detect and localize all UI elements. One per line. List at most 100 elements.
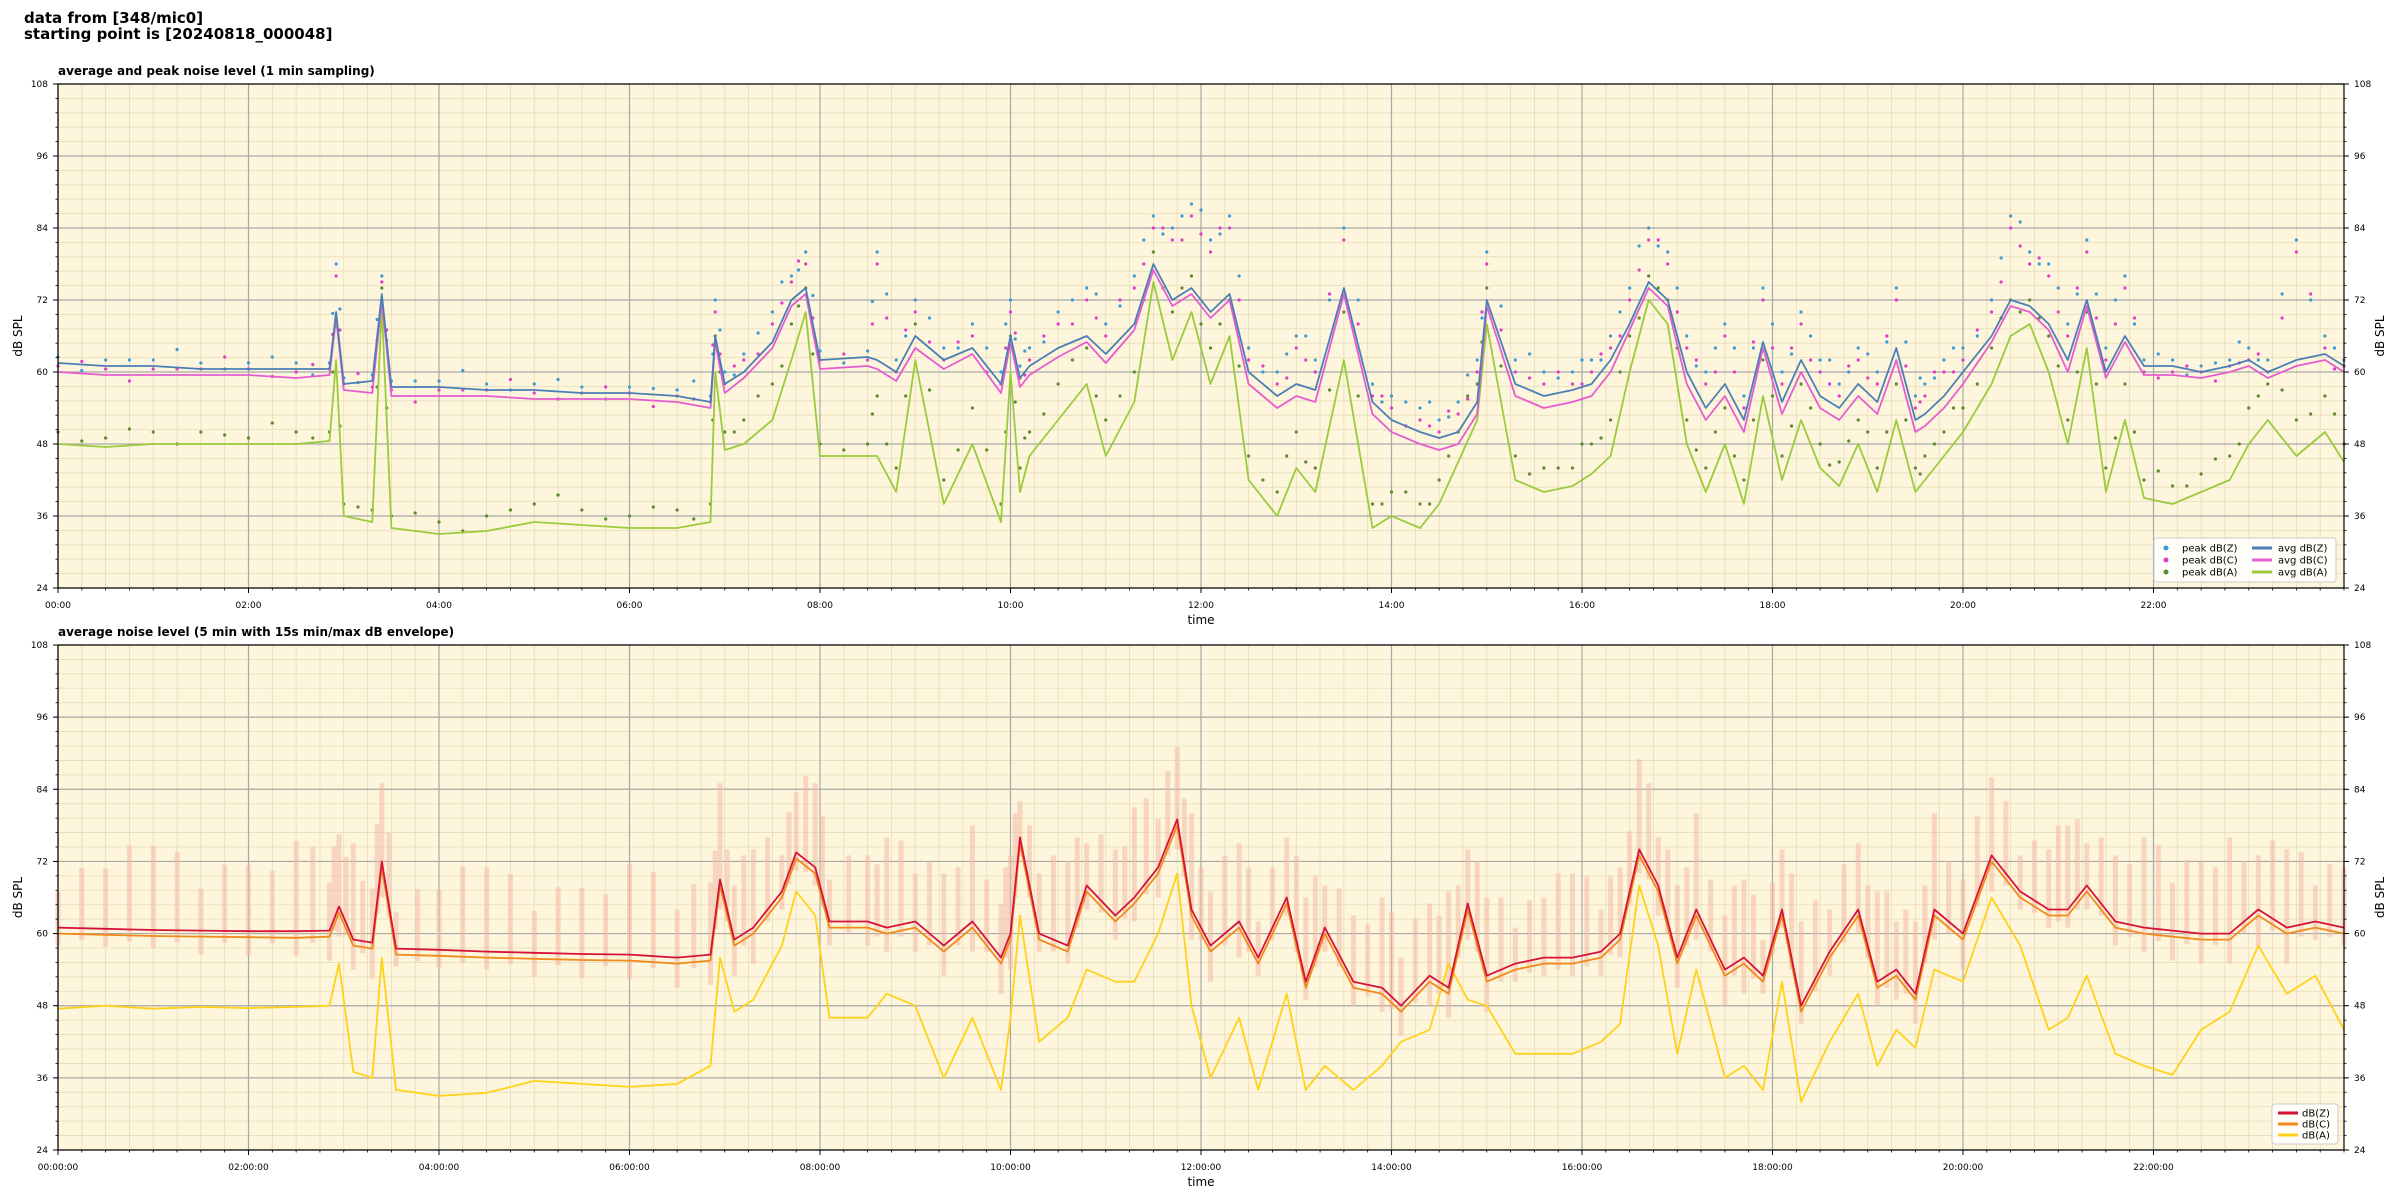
peak-point xyxy=(1542,466,1546,470)
peak-point xyxy=(2132,322,2137,326)
peak-point xyxy=(1275,370,1279,374)
peak-point xyxy=(1528,376,1532,380)
peak-point xyxy=(2237,442,2241,446)
peak-point xyxy=(127,379,132,383)
peak-point xyxy=(223,433,227,437)
peak-point xyxy=(1170,238,1175,242)
peak-point xyxy=(1556,466,1560,470)
peak-point xyxy=(1528,352,1532,356)
legend-label: dB(C) xyxy=(2302,1120,2330,1131)
peak-point xyxy=(2075,370,2079,374)
peak-point xyxy=(1556,370,1560,374)
peak-point xyxy=(1180,238,1184,242)
peak-point xyxy=(1809,334,1813,338)
peak-point xyxy=(1161,226,1165,230)
x-tick-label: 10:00:00 xyxy=(990,1163,1031,1173)
peak-point xyxy=(1951,346,1956,350)
peak-point xyxy=(927,340,932,344)
peak-point xyxy=(713,298,717,302)
legend-label: dB(A) xyxy=(2302,1131,2330,1142)
peak-point xyxy=(1013,331,1017,335)
peak-point xyxy=(913,298,917,302)
peak-point xyxy=(1437,418,1441,422)
y-tick-label: 36 xyxy=(37,512,49,522)
peak-point xyxy=(311,436,315,440)
peak-point xyxy=(1227,226,1232,230)
peak-point xyxy=(1761,298,1765,302)
y-tick-label: 96 xyxy=(37,152,49,162)
peak-point xyxy=(1485,262,1489,266)
peak-point xyxy=(1875,370,1879,374)
peak-point xyxy=(1556,376,1560,380)
peak-point xyxy=(1485,286,1489,290)
peak-point xyxy=(1685,418,1689,422)
peak-point xyxy=(127,427,132,431)
peak-point xyxy=(1637,268,1641,272)
peak-point xyxy=(1285,352,1289,356)
peak-point xyxy=(1989,298,1994,302)
peak-point xyxy=(246,436,251,440)
peak-point xyxy=(1818,370,1822,374)
peak-point xyxy=(999,370,1003,374)
y-tick-label: 60 xyxy=(2354,368,2366,378)
peak-point xyxy=(1761,286,1765,290)
x-tick-label: 00:00 xyxy=(45,601,71,611)
peak-point xyxy=(875,394,879,398)
peak-point xyxy=(532,382,536,386)
header-start-line: starting point is [20240818_000048] xyxy=(24,25,333,43)
peak-point xyxy=(2213,361,2218,365)
x-axis-ticks: 00:00:00 02:00:00 04:00:00 06:00:00 08:00:00… xyxy=(38,1150,2345,1173)
peak-point xyxy=(2123,286,2127,290)
peak-point xyxy=(1023,436,1027,440)
peak-point xyxy=(1218,226,1222,230)
peak-point xyxy=(1208,346,1213,350)
peak-point xyxy=(199,430,203,434)
x-tick-label: 16:00:00 xyxy=(1562,1163,1603,1173)
peak-point xyxy=(1475,370,1479,374)
series-line-avg-db-a- xyxy=(57,281,2345,535)
peak-point xyxy=(756,331,760,335)
peak-point xyxy=(2142,358,2146,362)
peak-point xyxy=(1070,358,1075,362)
peak-point xyxy=(804,250,808,254)
peak-point xyxy=(2094,316,2098,320)
peak-point xyxy=(742,352,746,356)
peak-point xyxy=(770,310,774,314)
peak-point xyxy=(1580,442,1584,446)
peak-point xyxy=(2132,430,2137,434)
peak-point xyxy=(1404,400,1408,404)
x-tick-label: 06:00 xyxy=(617,601,643,611)
peak-point xyxy=(270,421,274,425)
peak-point xyxy=(1199,232,1203,236)
peak-point xyxy=(413,511,417,515)
peak-point xyxy=(1237,274,1241,278)
peak-point xyxy=(1789,352,1794,356)
peak-point xyxy=(2294,250,2298,254)
peak-point xyxy=(1732,454,1736,458)
peak-point xyxy=(742,418,746,422)
peak-point xyxy=(461,368,465,373)
peak-point xyxy=(1666,262,1670,266)
peak-point xyxy=(1189,202,1194,206)
peak-point xyxy=(1094,292,1098,296)
peak-point xyxy=(1847,439,1851,443)
peak-point xyxy=(970,322,975,326)
peak-point xyxy=(1261,364,1265,368)
peak-point xyxy=(2185,364,2189,368)
peak-point xyxy=(894,466,898,470)
peak-series-peak-db-c- xyxy=(56,214,2346,434)
peak-point xyxy=(2047,262,2051,266)
legend-marker xyxy=(2163,545,2169,551)
peak-point xyxy=(1904,340,1908,344)
peak-point xyxy=(675,388,679,392)
legend-label: avg dB(Z) xyxy=(2278,544,2328,555)
peak-point xyxy=(870,299,874,304)
peak-point xyxy=(1704,466,1708,470)
peak-point xyxy=(627,385,632,389)
peak-point xyxy=(1923,382,1927,386)
peak-point xyxy=(1104,418,1108,422)
peak-point xyxy=(1237,298,1241,302)
peak-point xyxy=(2228,358,2232,362)
peak-point xyxy=(1918,376,1922,380)
peak-point xyxy=(723,370,727,374)
